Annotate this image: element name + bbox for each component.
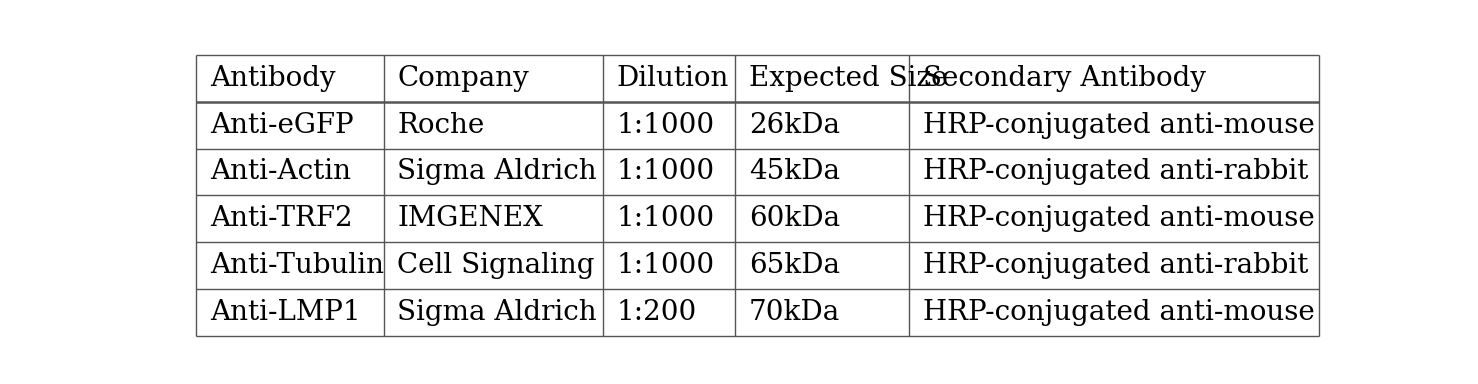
Text: HRP-conjugated anti-rabbit: HRP-conjugated anti-rabbit [922,252,1308,279]
Text: 1:1000: 1:1000 [616,159,714,185]
Text: Anti-Tubulin: Anti-Tubulin [210,252,384,279]
Text: Cell Signaling: Cell Signaling [398,252,596,279]
Text: Sigma Aldrich: Sigma Aldrich [398,299,597,326]
Text: 1:200: 1:200 [616,299,696,326]
Text: Company: Company [398,65,529,92]
Text: Sigma Aldrich: Sigma Aldrich [398,159,597,185]
Text: Dilution: Dilution [616,65,729,92]
Text: 70kDa: 70kDa [749,299,840,326]
Text: HRP-conjugated anti-mouse: HRP-conjugated anti-mouse [922,299,1314,326]
Text: Anti-eGFP: Anti-eGFP [210,112,353,139]
Text: 65kDa: 65kDa [749,252,840,279]
Text: 26kDa: 26kDa [749,112,840,139]
Text: HRP-conjugated anti-rabbit: HRP-conjugated anti-rabbit [922,159,1308,185]
Text: IMGENEX: IMGENEX [398,205,544,232]
Text: 1:1000: 1:1000 [616,205,714,232]
Text: Anti-Actin: Anti-Actin [210,159,350,185]
Text: 1:1000: 1:1000 [616,112,714,139]
Text: 60kDa: 60kDa [749,205,840,232]
Text: Expected Size: Expected Size [749,65,947,92]
Text: HRP-conjugated anti-mouse: HRP-conjugated anti-mouse [922,112,1314,139]
Text: 1:1000: 1:1000 [616,252,714,279]
Text: Anti-TRF2: Anti-TRF2 [210,205,353,232]
Text: Roche: Roche [398,112,485,139]
Text: Antibody: Antibody [210,65,336,92]
Text: HRP-conjugated anti-mouse: HRP-conjugated anti-mouse [922,205,1314,232]
Text: 45kDa: 45kDa [749,159,840,185]
Text: Secondary Antibody: Secondary Antibody [922,65,1206,92]
Text: Anti-LMP1: Anti-LMP1 [210,299,361,326]
